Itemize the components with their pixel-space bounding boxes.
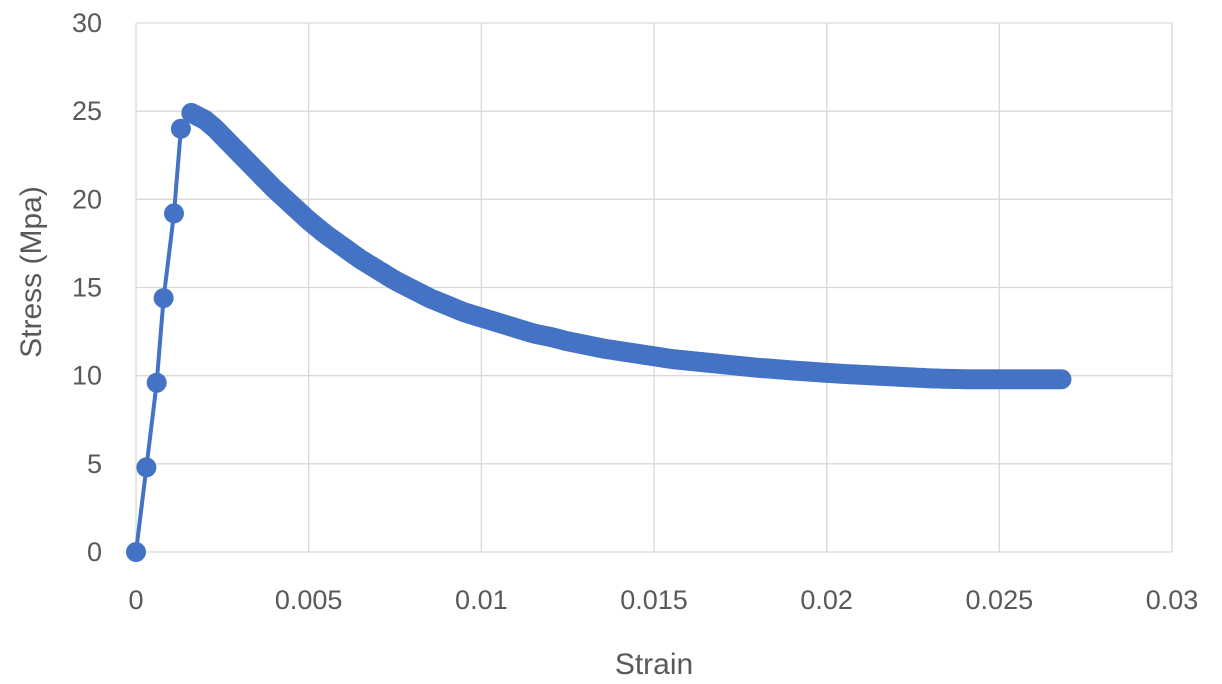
x-tick-label: 0.015: [620, 585, 688, 615]
x-axis-title: Strain: [615, 648, 693, 681]
x-tick-label: 0.03: [1146, 585, 1199, 615]
data-point: [170, 118, 191, 139]
data-point: [126, 542, 146, 562]
data-series: [126, 102, 1072, 562]
data-point: [1051, 369, 1072, 390]
y-axis-title: Stress (Mpa): [15, 186, 48, 358]
x-tick-label: 0.025: [966, 585, 1034, 615]
y-tick-label: 10: [72, 361, 102, 391]
x-tick-label: 0.005: [275, 585, 343, 615]
tick-labels: 0 0.005 0.01 0.015 0.02 0.025 0.03 0 5 10 15 20 25 30: [72, 8, 1198, 615]
data-point: [153, 288, 174, 309]
y-tick-label: 30: [72, 8, 102, 38]
y-tick-label: 5: [87, 449, 102, 479]
x-tick-label: 0.02: [800, 585, 853, 615]
y-tick-label: 0: [87, 537, 102, 567]
data-point: [136, 457, 157, 478]
data-point: [164, 203, 184, 224]
data-point: [146, 372, 167, 393]
grid-lines: [135, 22, 1173, 553]
y-tick-label: 20: [72, 184, 102, 214]
x-tick-label: 0.01: [455, 585, 508, 615]
y-tick-label: 25: [72, 96, 102, 126]
x-tick-label: 0: [128, 585, 143, 615]
y-tick-label: 15: [72, 273, 102, 303]
